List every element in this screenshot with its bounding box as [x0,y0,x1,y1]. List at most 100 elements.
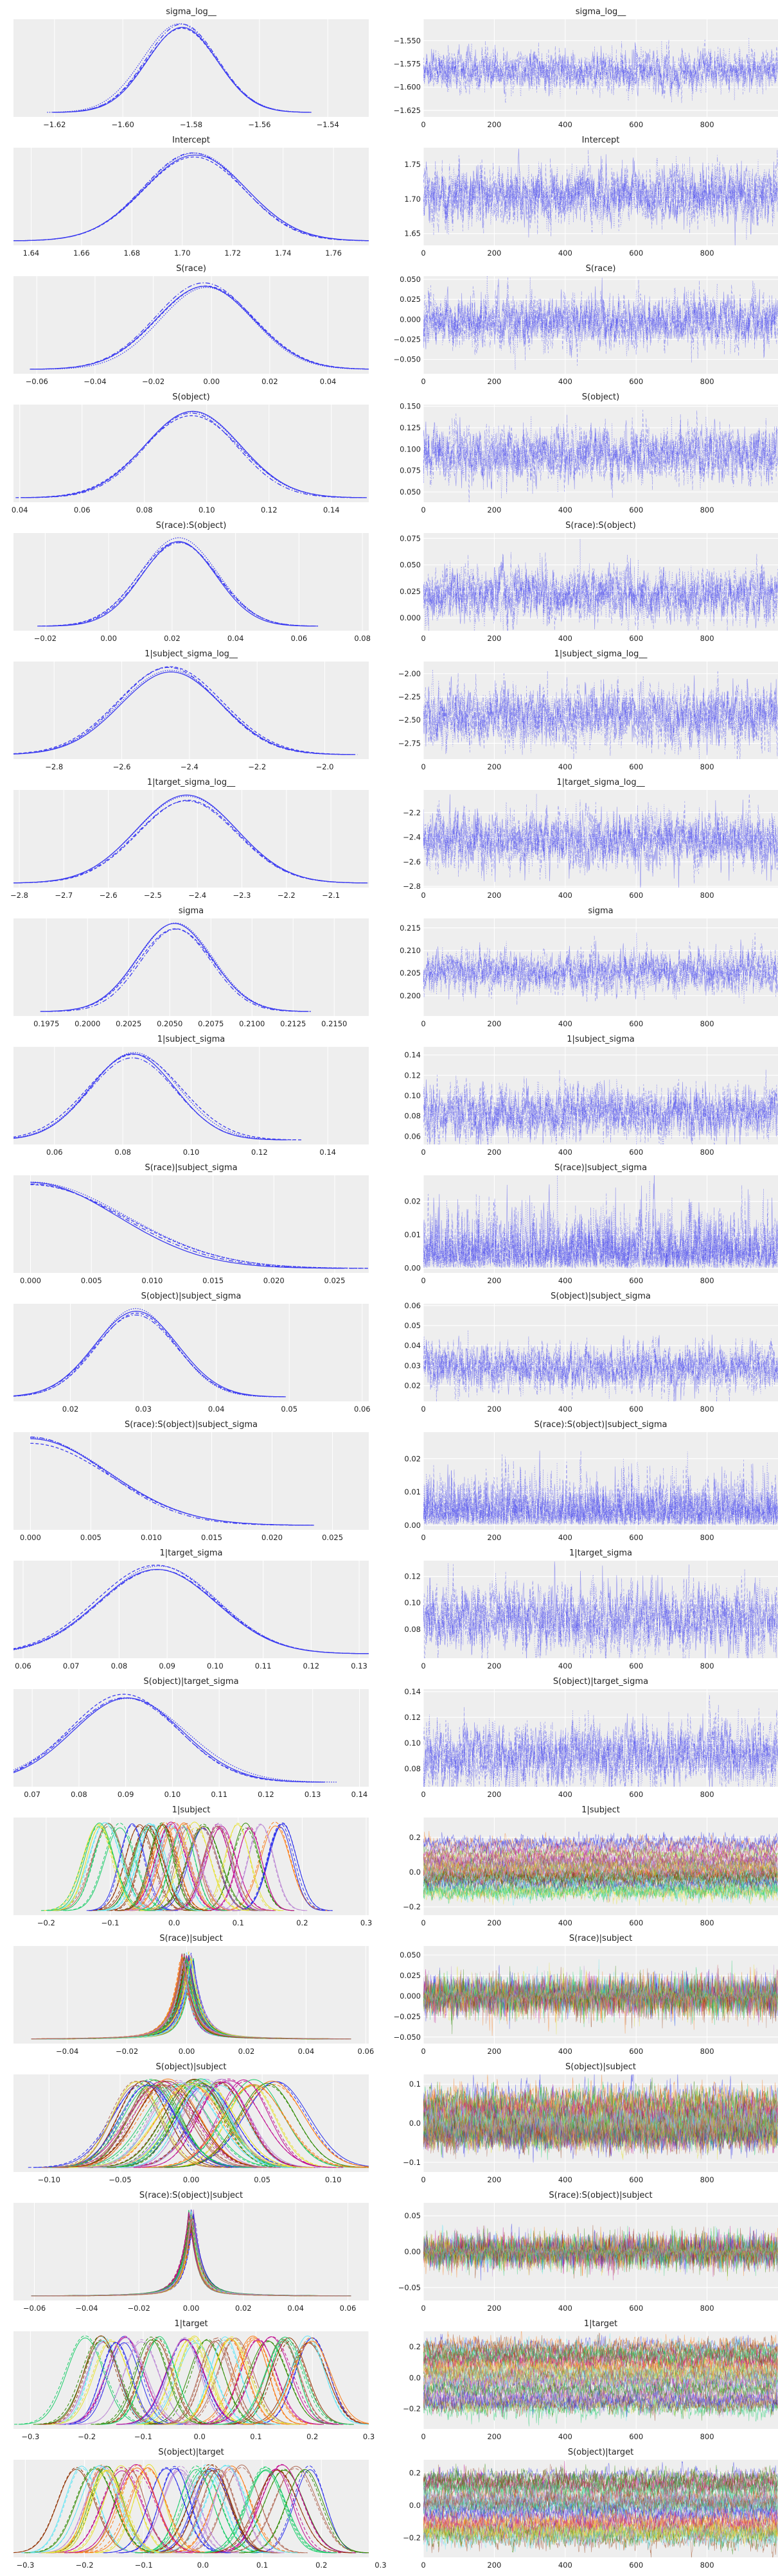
kde-panel-title: 1|subject_sigma [157,1035,225,1044]
trace-x-tick-label: 600 [629,1533,643,1542]
kde-x-tick-label: −0.04 [84,377,106,386]
kde-panel-title: 1|target_sigma [160,1548,223,1558]
trace-y-tick-label: 0.000 [400,1992,421,2001]
kde-x-tick-label: 0.2150 [321,1019,347,1028]
trace-y-tick-label: −1.550 [393,36,421,45]
trace-y-tick-label: 0.12 [404,1572,421,1581]
kde-x-tick-label: 0.000 [20,1533,41,1542]
kde-x-tick-label: −2.6 [100,891,118,900]
trace-x-tick-label: 400 [558,120,572,129]
kde-x-tick-label: 0.04 [298,2047,315,2056]
trace-x-tick-label: 400 [558,2304,572,2313]
trace-x-tick-label: 400 [558,1019,572,1028]
trace-x-tick-label: 600 [629,377,643,386]
trace-y-tick-label: −0.2 [403,2405,421,2414]
trace-y-tick-label: −0.05 [398,2283,421,2292]
trace-x-tick-label: 600 [629,1790,643,1799]
kde-x-tick-label: 0.000 [20,1276,41,1285]
kde-x-tick-label: 0.09 [159,1661,175,1670]
kde-x-tick-label: −0.3 [16,2561,34,2570]
trace-y-tick-label: 0.050 [400,275,421,284]
kde-x-tick-label: −1.56 [248,120,270,129]
trace-y-tick-label: 1.70 [404,195,421,204]
trace-x-tick-label: 200 [487,762,501,771]
kde-x-tick-label: 0.06 [15,1661,31,1670]
trace-x-tick-label: 600 [629,2561,643,2570]
trace-x-tick-label: 600 [629,1019,643,1028]
trace-y-tick-label: 0.2 [409,2468,421,2477]
trace-x-tick-label: 200 [487,634,501,643]
trace-y-tick-label: 0.025 [400,1971,421,1980]
trace-y-tick-label: 0.215 [400,924,421,933]
trace-x-tick-label: 600 [629,762,643,771]
trace-x-tick-label: 200 [487,1405,501,1414]
trace-y-tick-label: 0.0 [409,2373,421,2382]
kde-x-tick-label: 0.06 [340,2304,357,2313]
trace-y-tick-label: 0.08 [404,1112,421,1121]
kde-x-tick-label: 0.00 [100,634,117,643]
kde-x-tick-label: −0.2 [37,1918,55,1927]
trace-x-tick-label: 600 [629,1148,643,1157]
trace-y-tick-label: 0.050 [400,487,421,496]
kde-x-tick-label: 1.68 [124,249,141,258]
trace-y-tick-label: 0.210 [400,946,421,955]
trace-x-tick-label: 800 [700,2432,714,2441]
kde-plot-area [13,533,369,631]
trace-x-tick-label: 800 [700,1019,714,1028]
trace-panel-title: S(race):S(object)|subject [549,2191,652,2200]
kde-x-tick-label: −2.2 [278,891,296,900]
trace-x-tick-label: 400 [558,1276,572,1285]
trace-y-tick-label: 0.025 [400,587,421,596]
kde-x-tick-label: 1.72 [224,249,241,258]
kde-x-tick-label: 0.07 [63,1661,80,1670]
kde-x-tick-label: 0.3 [360,1918,372,1927]
trace-x-tick-label: 200 [487,2432,501,2441]
kde-x-tick-label: −0.04 [75,2304,98,2313]
kde-x-tick-label: 0.005 [81,1276,102,1285]
trace-x-tick-label: 400 [558,634,572,643]
trace-x-tick-label: 600 [629,505,643,514]
trace-y-tick-label: 0.075 [400,466,421,475]
kde-x-tick-label: −0.1 [101,1918,119,1927]
trace-x-tick-label: 200 [487,1790,501,1799]
kde-panel-title: 1|target [174,2319,208,2329]
trace-x-tick-label: 400 [558,2047,572,2056]
trace-y-tick-label: 0.02 [404,1197,421,1206]
kde-x-tick-label: 0.1 [256,2561,268,2570]
kde-x-tick-label: 0.10 [199,505,215,514]
trace-x-tick-label: 800 [700,1533,714,1542]
kde-x-tick-label: 0.14 [323,505,340,514]
trace-panel-title: S(object)|target_sigma [553,1677,648,1687]
kde-x-tick-label: 0.2100 [239,1019,265,1028]
trace-x-tick-label: 0 [421,891,425,900]
trace-y-tick-label: 0.000 [400,315,421,324]
trace-x-tick-label: 0 [421,1533,425,1542]
kde-x-tick-label: 0.10 [207,1661,224,1670]
trace-x-tick-label: 0 [421,762,425,771]
trace-x-tick-label: 800 [700,120,714,129]
kde-x-tick-label: 0.07 [24,1790,40,1799]
trace-y-tick-label: −0.050 [393,2033,421,2042]
trace-x-tick-label: 400 [558,2561,572,2570]
trace-y-tick-label: −1.575 [393,59,421,68]
kde-x-tick-label: 0.00 [183,2304,200,2313]
kde-x-tick-label: −2.1 [322,891,340,900]
kde-x-tick-label: 0.2 [306,2432,318,2441]
trace-y-tick-label: 1.75 [404,160,421,169]
trace-panel-title: S(object)|subject [565,2062,636,2072]
kde-x-tick-label: 0.08 [114,1148,131,1157]
kde-x-tick-label: 0.1975 [33,1019,59,1028]
kde-x-tick-label: 0.02 [261,377,278,386]
kde-panel-title: S(object)|target [158,2448,224,2457]
kde-x-tick-label: 0.010 [141,1276,163,1285]
trace-y-tick-label: 0.200 [400,991,421,1000]
trace-y-tick-label: 0.12 [404,1713,421,1722]
variable-row: 1|target_sigma_log__ 1|target_sigma_log__… [5,778,778,900]
trace-x-tick-label: 400 [558,1790,572,1799]
kde-plot-area [13,918,369,1016]
kde-x-tick-label: −0.1 [135,2561,153,2570]
trace-x-tick-label: 400 [558,1661,572,1670]
kde-x-tick-label: 0.020 [263,1276,285,1285]
kde-plot-area [13,148,369,245]
kde-x-tick-label: 0.06 [291,634,308,643]
